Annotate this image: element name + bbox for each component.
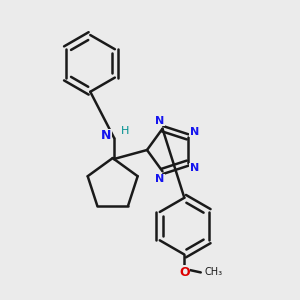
Text: N: N (190, 127, 199, 137)
Text: N: N (100, 129, 111, 142)
Text: O: O (179, 266, 190, 279)
Text: CH₃: CH₃ (204, 267, 223, 278)
Text: N: N (190, 163, 199, 173)
Text: H: H (120, 126, 129, 136)
Text: N: N (155, 174, 164, 184)
Text: N: N (155, 116, 164, 126)
